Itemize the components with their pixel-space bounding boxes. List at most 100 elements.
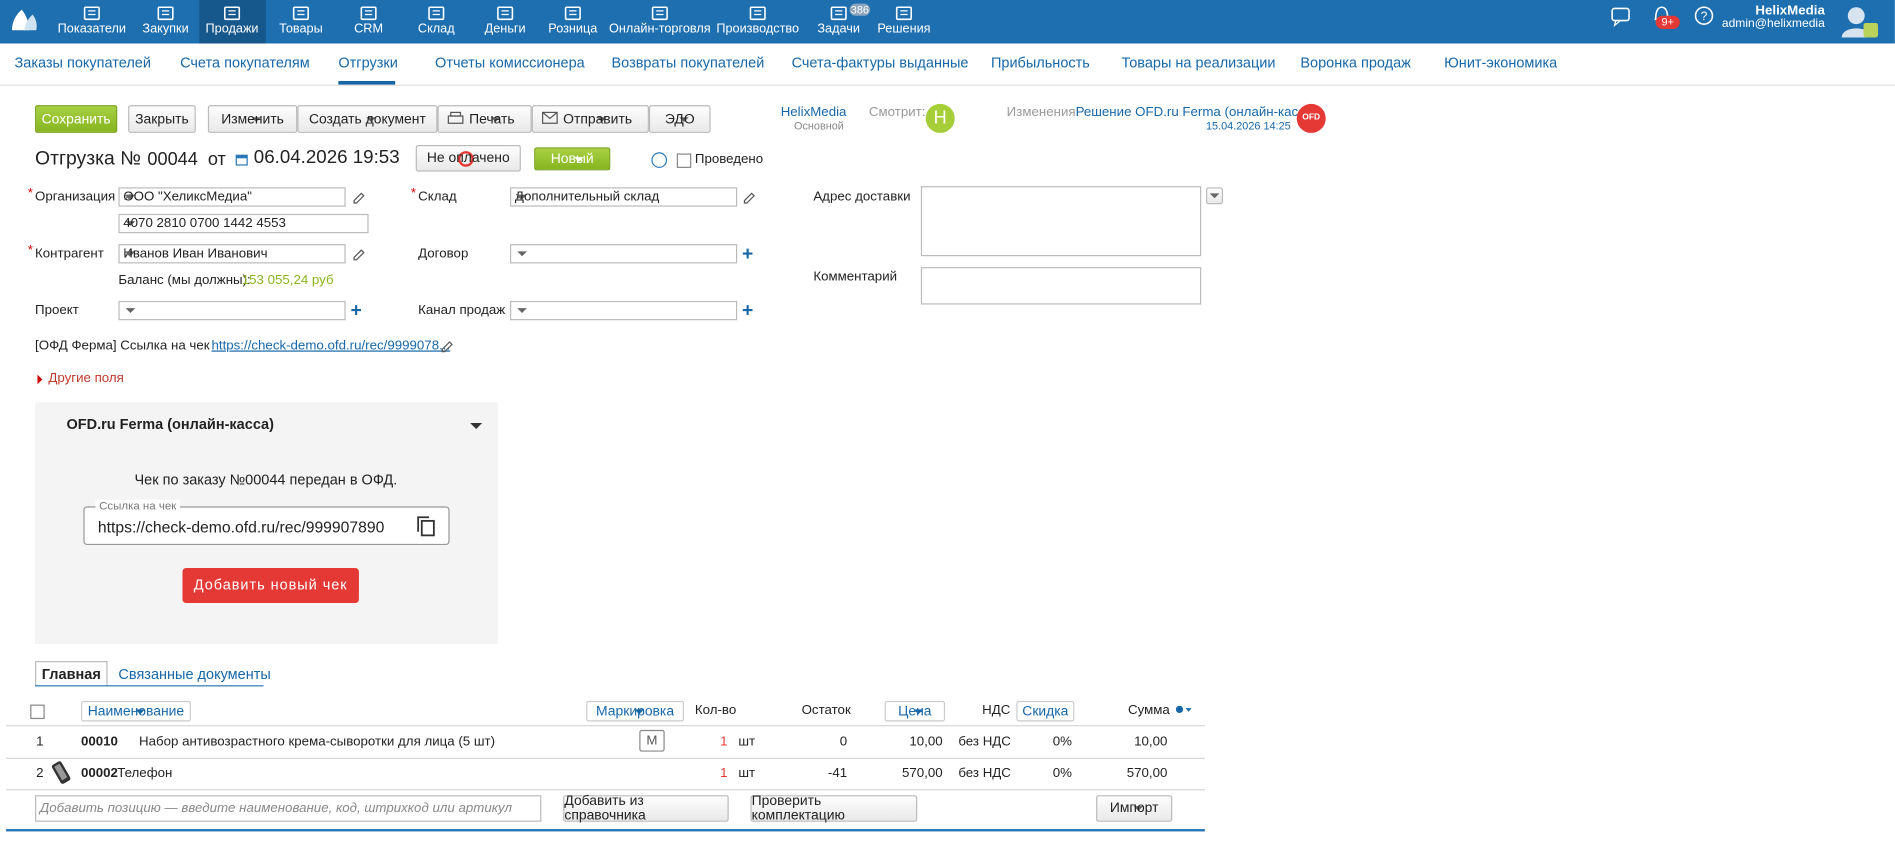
nav-item[interactable]: Деньги bbox=[484, 21, 526, 37]
add-from-catalog-button[interactable]: Добавить из справочника bbox=[563, 794, 729, 823]
subnav-item[interactable]: Заказы покупателей bbox=[14, 54, 151, 72]
changes-date: 15.04.2026 14:25 bbox=[1205, 119, 1291, 132]
import-button[interactable]: Импорт bbox=[1096, 795, 1173, 822]
marking-badge[interactable]: М bbox=[639, 729, 665, 752]
org-label: Организация bbox=[35, 189, 116, 205]
tab[interactable]: Связанные документы bbox=[118, 665, 271, 683]
nav-item[interactable]: Показатели bbox=[57, 21, 127, 37]
nav-item[interactable]: Продажи bbox=[205, 21, 259, 37]
check-set-button[interactable]: Проверить комплектацию bbox=[750, 794, 918, 823]
nav-item[interactable]: Закупки bbox=[142, 21, 189, 37]
nav-item[interactable]: Товары bbox=[279, 21, 323, 37]
subnav-active-underline bbox=[338, 80, 396, 85]
project-input[interactable] bbox=[118, 300, 346, 321]
subnav-item[interactable]: Счета покупателям bbox=[180, 54, 310, 72]
doc-title: Отгрузка № bbox=[35, 148, 141, 170]
contract-input[interactable] bbox=[509, 244, 738, 264]
nav-item[interactable]: Склад bbox=[417, 21, 455, 37]
nav-item[interactable]: CRM bbox=[354, 21, 384, 37]
receipt-link[interactable]: https://check-demo.ofd.ru/rec/9999078... bbox=[211, 338, 451, 353]
column-header: Остаток bbox=[801, 703, 851, 718]
calendar-icon-svg bbox=[235, 154, 248, 166]
status-label: Новый bbox=[550, 151, 594, 167]
nav-icon-svg bbox=[428, 6, 445, 21]
other-fields[interactable]: Другие поля bbox=[48, 371, 124, 386]
print-button[interactable]: Печать bbox=[437, 105, 532, 133]
channel-input[interactable] bbox=[509, 300, 738, 321]
subnav-item[interactable]: Прибыльность bbox=[990, 54, 1090, 72]
copy-icon bbox=[416, 516, 438, 541]
watching-label: Смотрит: bbox=[868, 105, 926, 120]
subnav-item[interactable]: Юнит-экономика bbox=[1444, 54, 1558, 72]
vat: без НДС bbox=[958, 766, 1011, 781]
send-button[interactable]: Отправить bbox=[531, 105, 649, 133]
plus-icon[interactable]: + bbox=[742, 244, 754, 265]
store-input[interactable]: Дополнительный склад × bbox=[509, 187, 738, 207]
plus-icon[interactable]: + bbox=[742, 300, 754, 322]
edit-icon bbox=[742, 190, 757, 208]
table-bottom-line bbox=[6, 829, 1205, 832]
edit-icon-svg bbox=[441, 341, 453, 353]
address-textarea[interactable] bbox=[920, 186, 1202, 257]
subnav-item[interactable]: Товары на реализации bbox=[1121, 54, 1276, 72]
status-button[interactable]: Новый bbox=[534, 147, 611, 171]
changes-link[interactable]: Решение OFD.ru Ferma (онлайн-касса) bbox=[1075, 105, 1317, 120]
nav-item[interactable]: Онлайн-торговля bbox=[609, 21, 711, 37]
plus-icon[interactable]: + bbox=[350, 300, 362, 322]
comment-textarea[interactable] bbox=[920, 267, 1202, 305]
subnav-item[interactable]: Отгрузки bbox=[338, 54, 398, 72]
column-header-button[interactable]: Цена bbox=[884, 700, 946, 722]
subnav-item[interactable]: Воронка продаж bbox=[1300, 54, 1411, 72]
payment-button[interactable]: Не оплачено bbox=[415, 145, 521, 172]
nav-icon-svg bbox=[83, 6, 100, 21]
contract-label: Договор bbox=[418, 246, 469, 262]
nav-icon bbox=[359, 4, 378, 27]
caret bbox=[596, 116, 607, 122]
nav-item[interactable]: Производство bbox=[716, 21, 800, 37]
channel-label: Канал продаж bbox=[418, 303, 506, 318]
address-dropdown[interactable] bbox=[1206, 187, 1224, 205]
quantity: 1 bbox=[720, 734, 728, 750]
column-header: НДС bbox=[982, 703, 1011, 718]
column-header-button[interactable]: Маркировка bbox=[586, 700, 685, 722]
edit-button[interactable]: Изменить bbox=[207, 105, 298, 133]
nav-item[interactable]: Задачи bbox=[817, 21, 861, 37]
doc-number: 00044 bbox=[147, 149, 198, 170]
edo-button[interactable]: ЭДО bbox=[648, 105, 711, 133]
edit-icon bbox=[352, 190, 367, 208]
caret bbox=[678, 116, 689, 122]
balance-value: 153 055,24 руб bbox=[241, 273, 334, 288]
print-icon-svg bbox=[447, 111, 464, 124]
discount: 0% bbox=[1052, 766, 1072, 781]
column-header-button[interactable]: Наименование bbox=[80, 700, 191, 722]
nav-item[interactable]: Решения bbox=[877, 21, 931, 37]
posted-checkbox[interactable] bbox=[676, 153, 692, 168]
top-bar bbox=[0, 0, 1895, 44]
table-header-checkbox[interactable] bbox=[30, 704, 45, 720]
edit-icon bbox=[352, 247, 367, 265]
tasks-badge: 386 bbox=[849, 3, 871, 16]
owner-name[interactable]: HelixMedia bbox=[780, 105, 847, 120]
save-button[interactable]: Сохранить bbox=[35, 105, 118, 133]
subnav-item[interactable]: Отчеты комиссионера bbox=[435, 54, 585, 72]
create-button[interactable]: Создать документ bbox=[297, 105, 438, 133]
clear-icon[interactable]: × bbox=[514, 188, 524, 206]
subnav-item[interactable]: Счета-фактуры выданные bbox=[791, 54, 969, 72]
column-header-button[interactable]: Скидка bbox=[1016, 700, 1075, 722]
add-position-input[interactable]: Добавить позицию — введите наименование,… bbox=[35, 795, 542, 822]
clear-icon[interactable]: × bbox=[123, 245, 132, 263]
project-label: Проект bbox=[35, 303, 79, 318]
counterparty-input[interactable]: Иванов Иван Иванович × bbox=[118, 244, 346, 264]
account-input[interactable]: 4070 2810 0700 1442 4553 bbox=[118, 213, 369, 234]
edit-icon bbox=[440, 338, 455, 356]
tab-active[interactable]: Главная bbox=[35, 661, 108, 687]
nav-icon-svg bbox=[651, 6, 668, 21]
nav-item[interactable]: Розница bbox=[548, 21, 598, 37]
counterparty-label: Контрагент bbox=[35, 246, 104, 262]
svg-text:?: ? bbox=[1701, 9, 1708, 23]
org-input[interactable]: ООО "ХеликсМедиа" × bbox=[118, 187, 346, 207]
close-button[interactable]: Закрыть bbox=[128, 105, 196, 133]
clear-icon[interactable]: × bbox=[123, 188, 132, 206]
subnav-item[interactable]: Возвраты покупателей bbox=[611, 54, 765, 72]
add-receipt-button[interactable]: Добавить новый чек bbox=[182, 567, 359, 604]
